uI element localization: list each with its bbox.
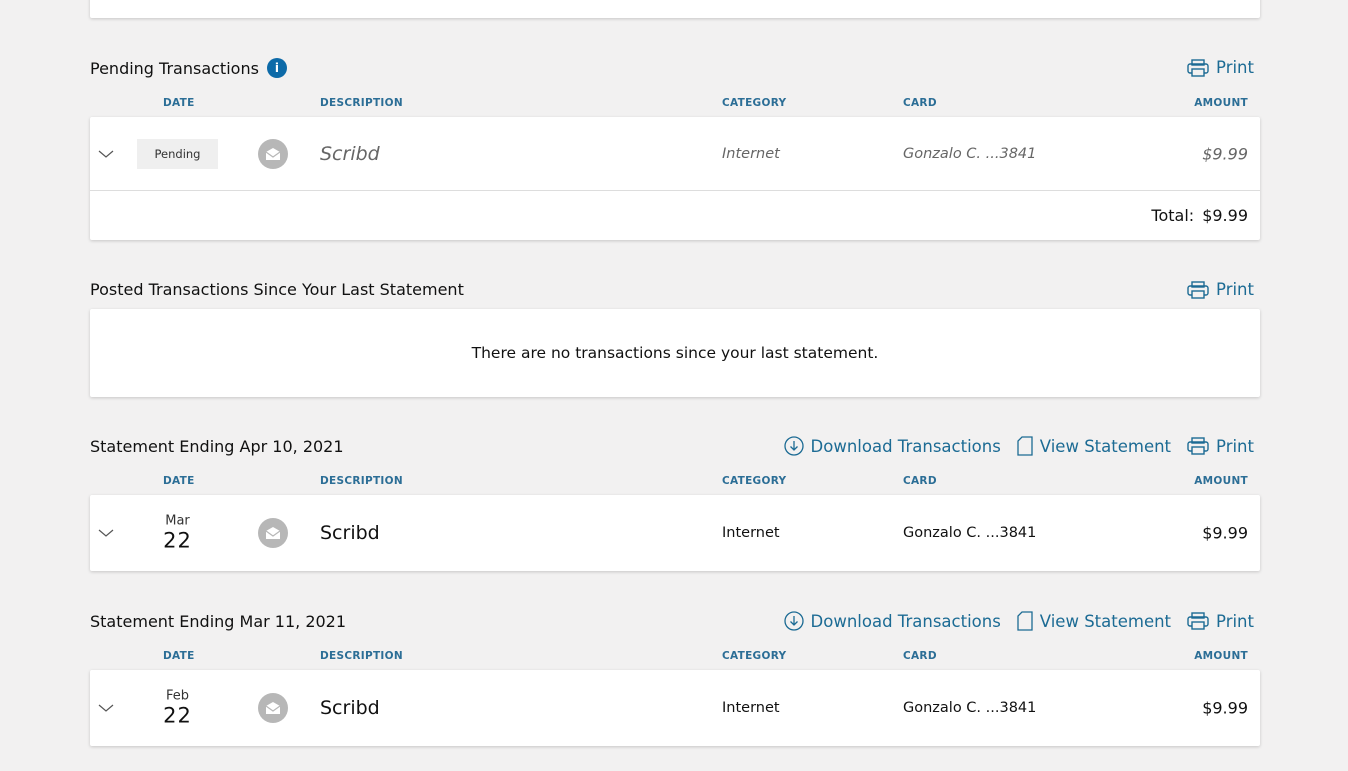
col-date: DATE (163, 475, 195, 487)
document-icon (1017, 436, 1033, 456)
view-label: View Statement (1039, 611, 1172, 631)
pending-title: Pending Transactions i (90, 58, 287, 78)
description: Scribd (320, 522, 380, 544)
col-description: DESCRIPTION (320, 650, 403, 662)
chevron-down-icon[interactable] (98, 703, 114, 713)
statement-title: Statement Ending Mar 11, 2021 (90, 612, 347, 631)
view-label: View Statement (1039, 436, 1172, 456)
pending-actions: Print (1187, 58, 1254, 77)
col-amount: AMOUNT (1194, 475, 1248, 487)
pending-card: Pending Scribd Internet Gonzalo C. ...38… (90, 117, 1260, 240)
col-amount: AMOUNT (1194, 97, 1248, 109)
col-description: DESCRIPTION (320, 97, 403, 109)
description: Scribd (320, 142, 380, 165)
chevron-down-icon[interactable] (98, 528, 114, 538)
column-headers: DATE DESCRIPTION CATEGORY CARD AMOUNT (90, 97, 1260, 111)
statement-actions: Download Transactions View Statement Pri… (784, 611, 1254, 631)
empty-message: There are no transactions since your las… (471, 344, 879, 362)
date: Feb 22 (150, 689, 205, 728)
download-icon (784, 611, 804, 631)
download-transactions-button[interactable]: Download Transactions (784, 436, 1001, 456)
view-statement-button[interactable]: View Statement (1017, 436, 1171, 456)
download-label: Download Transactions (810, 436, 1001, 456)
print-button[interactable]: Print (1187, 280, 1254, 299)
statement-card: Mar 22 Scribd Internet Gonzalo C. ...3841… (90, 495, 1260, 571)
table-row[interactable]: Mar 22 Scribd Internet Gonzalo C. ...3841… (90, 495, 1260, 571)
amount: $9.99 (1202, 698, 1248, 718)
date: Mar 22 (150, 514, 205, 553)
total-value: $9.99 (1202, 206, 1248, 225)
envelope-icon (265, 147, 281, 161)
posted-card: There are no transactions since your las… (90, 309, 1260, 397)
download-transactions-button[interactable]: Download Transactions (784, 611, 1001, 631)
posted-title: Posted Transactions Since Your Last Stat… (90, 280, 464, 299)
printer-icon (1187, 59, 1209, 77)
col-date: DATE (163, 650, 195, 662)
table-row[interactable]: Feb 22 Scribd Internet Gonzalo C. ...3841… (90, 670, 1260, 746)
pending-title-text: Pending Transactions (90, 58, 259, 78)
description: Scribd (320, 697, 380, 719)
total-label: Total: (1151, 206, 1195, 225)
date-day: 22 (163, 703, 192, 728)
posted-actions: Print (1187, 280, 1254, 299)
col-card: CARD (903, 97, 937, 109)
top-card (90, 0, 1260, 18)
date-month: Feb (165, 688, 190, 704)
print-button[interactable]: Print (1187, 58, 1254, 77)
category: Internet (722, 525, 780, 541)
table-row[interactable]: Pending Scribd Internet Gonzalo C. ...38… (90, 117, 1260, 191)
statement-actions: Download Transactions View Statement Pri… (784, 436, 1254, 456)
col-date: DATE (163, 97, 195, 109)
column-headers: DATE DESCRIPTION CATEGORY CARD AMOUNT (90, 650, 1260, 664)
col-amount: AMOUNT (1194, 650, 1248, 662)
printer-icon (1187, 437, 1209, 455)
card: Gonzalo C. ...3841 (903, 145, 1037, 162)
download-label: Download Transactions (810, 611, 1001, 631)
printer-icon (1187, 612, 1209, 630)
col-card: CARD (903, 475, 937, 487)
merchant-avatar (258, 138, 288, 169)
print-label: Print (1216, 611, 1254, 631)
envelope-icon (265, 701, 281, 715)
info-icon[interactable]: i (266, 58, 287, 78)
print-label: Print (1216, 436, 1254, 456)
view-statement-button[interactable]: View Statement (1017, 611, 1171, 631)
amount: $9.99 (1202, 523, 1248, 543)
col-card: CARD (903, 650, 937, 662)
document-icon (1017, 611, 1033, 631)
total-row: Total: $9.99 (90, 191, 1260, 240)
print-label: Print (1216, 280, 1254, 299)
col-description: DESCRIPTION (320, 475, 403, 487)
amount: $9.99 (1202, 144, 1248, 163)
envelope-icon (265, 526, 281, 540)
print-label: Print (1216, 58, 1254, 77)
col-category: CATEGORY (722, 475, 787, 487)
print-button[interactable]: Print (1187, 437, 1254, 456)
column-headers: DATE DESCRIPTION CATEGORY CARD AMOUNT (90, 475, 1260, 489)
date-month: Mar (165, 513, 190, 529)
col-category: CATEGORY (722, 650, 787, 662)
download-icon (784, 436, 804, 456)
col-category: CATEGORY (722, 97, 787, 109)
category: Internet (722, 145, 780, 162)
category: Internet (722, 700, 780, 716)
printer-icon (1187, 281, 1209, 299)
card: Gonzalo C. ...3841 (903, 700, 1037, 716)
card: Gonzalo C. ...3841 (903, 525, 1037, 541)
merchant-avatar (258, 693, 288, 723)
status-badge: Pending (137, 138, 218, 169)
statement-title: Statement Ending Apr 10, 2021 (90, 437, 344, 456)
merchant-avatar (258, 518, 288, 548)
statement-card: Feb 22 Scribd Internet Gonzalo C. ...3841… (90, 670, 1260, 746)
chevron-down-icon[interactable] (98, 149, 114, 159)
print-button[interactable]: Print (1187, 612, 1254, 631)
date-day: 22 (163, 528, 192, 553)
